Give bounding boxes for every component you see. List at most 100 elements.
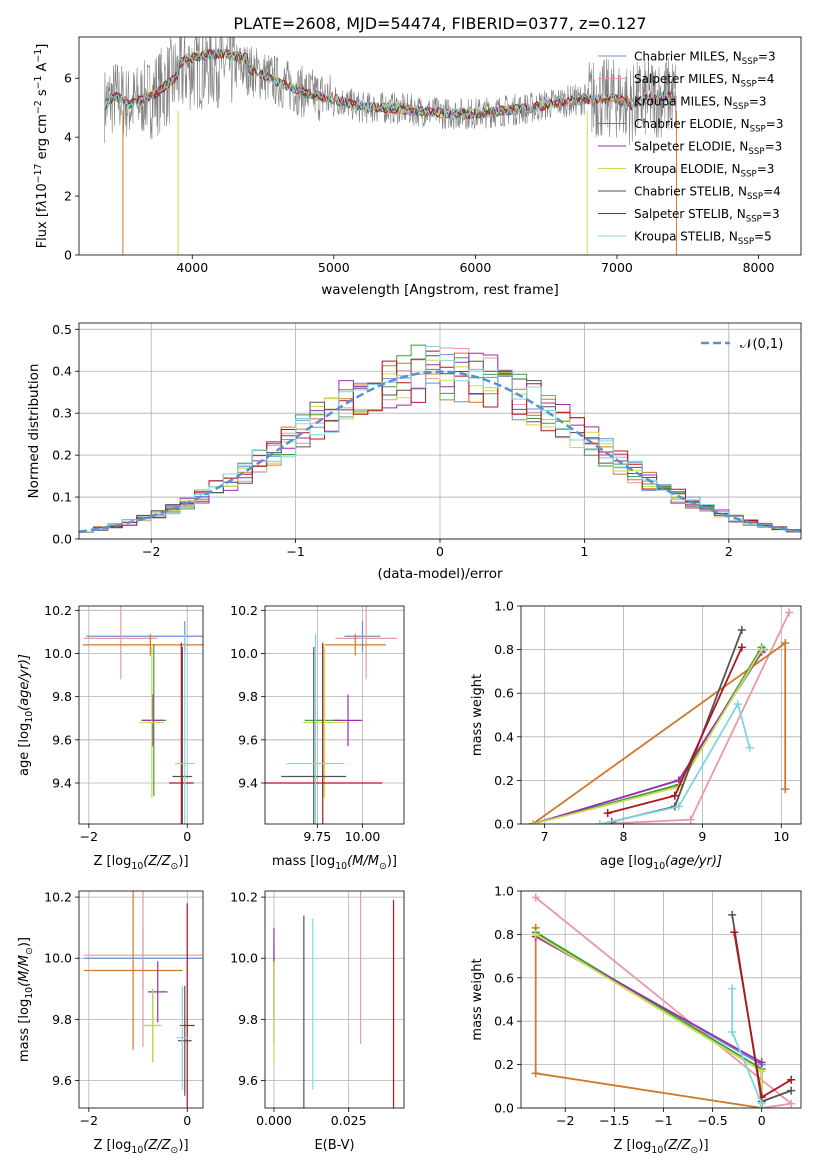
label-part: Z [log <box>93 1138 131 1153</box>
y-tick-label: 0.0 <box>52 532 72 547</box>
series-marker <box>531 893 540 902</box>
label-part: =3 <box>758 50 776 64</box>
y-tick-label: 6 <box>64 71 72 86</box>
label-part: 10 <box>24 987 35 999</box>
label-part: (age/yr)] <box>17 654 32 711</box>
label-part: A <box>35 62 50 75</box>
axes-weight-vs-Z: −2 −1.5 −1 −0.5 0 0.0 0.2 0.4 0.6 0.8 1.0 Z [log10(… <box>470 884 802 1156</box>
label-part: Salpeter ELODIE, N <box>634 140 748 154</box>
y-axis-label: mass weight <box>470 958 485 1040</box>
label-part: )] <box>178 1138 188 1153</box>
label-part: −1 <box>33 76 44 90</box>
x-tick-label: 7 <box>541 829 549 844</box>
x-axis-label: E(B-V) <box>314 1138 354 1153</box>
x-tick-label: 9.75 <box>303 829 331 844</box>
x-tick-label: −2 <box>556 1113 574 1128</box>
axes-frame <box>264 605 405 825</box>
label-part: Chabrier STELIB, N <box>634 185 747 199</box>
label-part: )] <box>178 854 188 869</box>
y-tick-label: 9.8 <box>52 1012 72 1027</box>
series-marker <box>674 802 683 811</box>
errorbar-point <box>83 891 203 1047</box>
label-part: =3 <box>749 95 767 109</box>
errorbar-point <box>281 647 347 824</box>
label-part: (Z/Z <box>663 1138 691 1153</box>
y-tick-label: 9.6 <box>52 1073 72 1088</box>
label-part: 10 <box>24 711 35 723</box>
x-tick-label: 0 <box>436 544 444 559</box>
histogram-step <box>79 346 801 533</box>
y-tick-label: 1.0 <box>494 884 514 899</box>
x-tick-label: 1 <box>580 544 588 559</box>
y-tick-label: 9.8 <box>238 689 258 704</box>
series-marker <box>757 1067 766 1076</box>
y-tick-label: 0.0 <box>494 1101 514 1116</box>
x-tick-label: 0.025 <box>331 1113 367 1128</box>
label-part: (Z/Z <box>143 854 171 869</box>
plot-area-spectrum <box>104 37 677 255</box>
x-tick-label: 8 <box>620 829 628 844</box>
label-part: SSP <box>741 170 757 180</box>
series-marker <box>781 785 790 794</box>
series-marker <box>785 608 794 617</box>
label-part: ⊙ <box>24 947 35 955</box>
label-part: 10 <box>651 1145 663 1156</box>
y-tick-label: 9.8 <box>238 1012 258 1027</box>
x-tick-label: 7000 <box>601 260 633 275</box>
y-tick-label: 0.3 <box>52 406 72 421</box>
x-tick-label: −1 <box>654 1113 672 1128</box>
label-part: =4 <box>757 72 775 86</box>
label-part: (Z/Z <box>143 1138 171 1153</box>
legend-entry: Salpeter MILES, NSSP=4 <box>634 72 774 90</box>
series-line <box>599 701 751 824</box>
label-part: Salpeter STELIB, N <box>634 207 746 221</box>
errorbar-point <box>177 985 192 1096</box>
label-part: 10 <box>335 861 347 872</box>
axes-age-vs-mass: 9.75 10.00 9.4 9.6 9.8 10.0 10.2 mass [log10(M/… <box>230 603 405 872</box>
label-part: ⊙ <box>171 1145 179 1156</box>
y-tick-label: 0.1 <box>52 490 72 505</box>
label-part: age [log <box>600 854 653 869</box>
label-part: (M/M <box>17 955 32 987</box>
label-part: 10 <box>653 861 665 872</box>
label-part: Flux [f <box>35 207 50 248</box>
series-marker <box>745 743 754 752</box>
y-tick-label: 0.0 <box>494 817 514 832</box>
ticks-residuals: −2 −1 0 1 2 0.0 0.1 0.2 0.3 0.4 0.5 <box>52 322 733 559</box>
y-tick-label: 10.0 <box>230 951 258 966</box>
x-axis-label: Z [log10(Z/Z⊙)] <box>93 854 188 872</box>
y-tick-label: 0.2 <box>494 1057 514 1072</box>
series-marker <box>757 645 766 654</box>
plot-area-age-vs-Z <box>82 606 203 824</box>
label-part: 10 <box>35 183 50 200</box>
series-marker <box>603 809 612 818</box>
y-tick-label: 0.6 <box>494 686 514 701</box>
series-marker <box>737 643 746 652</box>
axes-frame <box>520 890 802 1109</box>
series-salpeter-stelib <box>603 643 746 818</box>
y-tick-label: 2 <box>64 189 72 204</box>
y-tick-label: 9.8 <box>52 689 72 704</box>
y-axis-label: Flux [fλ10−17 erg cm−2 s−1 A−1] <box>33 44 50 249</box>
y-tick-label: 9.6 <box>238 1073 258 1088</box>
x-tick-label: 9 <box>698 829 706 844</box>
label-part: SSP <box>750 125 766 135</box>
label-part: =5 <box>754 230 772 244</box>
y-tick-label: 9.4 <box>52 775 72 790</box>
label-part: ⊙ <box>691 1145 699 1156</box>
x-tick-label: −2 <box>80 829 98 844</box>
x-axis-label: Z [log10(Z/Z⊙)] <box>613 1138 708 1156</box>
y-tick-label: 0.2 <box>52 448 72 463</box>
legend-entry: Kroupa MILES, NSSP=3 <box>634 95 767 113</box>
plot-area-residuals <box>79 344 801 533</box>
y-tick-label: 0.4 <box>494 729 514 744</box>
errorbar-point <box>174 634 195 824</box>
legend-entry: Kroupa ELODIE, NSSP=3 <box>634 162 774 180</box>
ticks-spectrum: 4000 5000 6000 7000 8000 0 2 4 6 <box>64 71 774 275</box>
y-tick-label: 0.6 <box>494 970 514 985</box>
axes-mass-vs-ebv: 0.000 0.025 9.6 9.8 10.0 10.2 E(B-V) <box>230 890 405 1153</box>
y-tick-label: 0 <box>64 248 72 263</box>
label-part: =3 <box>766 117 784 131</box>
series-marker <box>737 625 746 634</box>
